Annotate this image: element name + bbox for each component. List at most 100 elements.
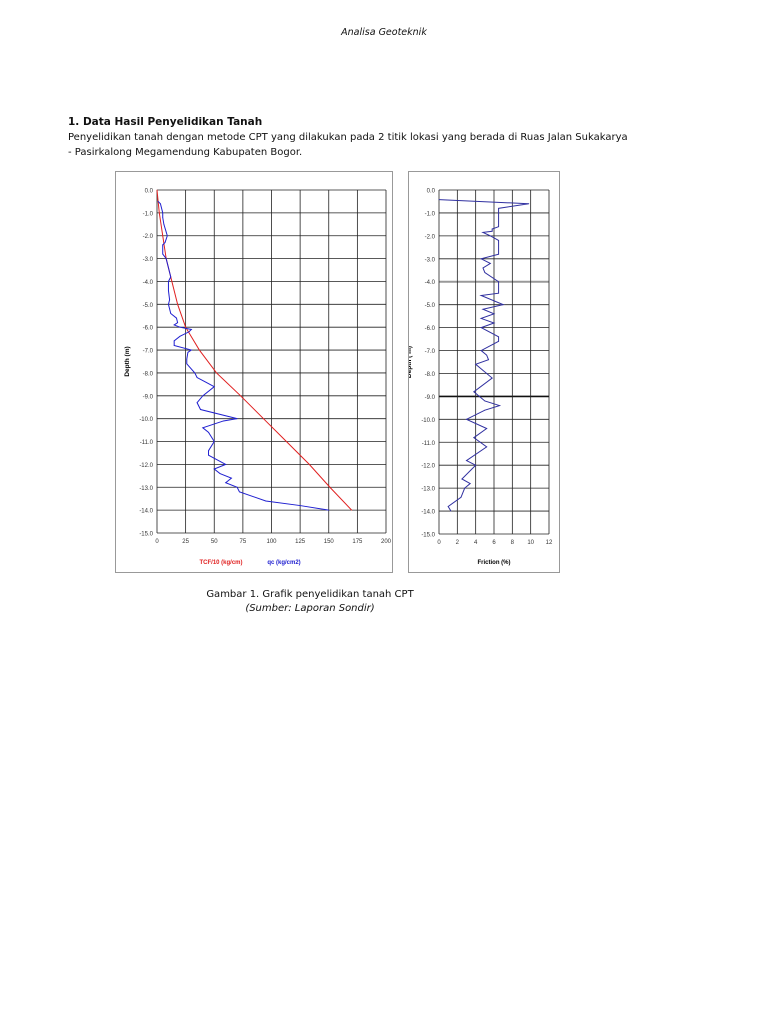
friction-chart: 0.0 -1.0 -2.0 -3.0 -4.0 -5.0 -6.0 -7.0 -8.0 -9.0 -… xyxy=(406,189,553,567)
data-point xyxy=(498,207,499,209)
data-point xyxy=(480,295,482,296)
section-paragraph: Penyelidikan tanah dengan metode CPT yan… xyxy=(68,132,628,158)
data-point xyxy=(158,212,160,214)
data-point xyxy=(162,235,164,237)
data-point xyxy=(170,313,172,314)
y-tick-label: -14.0 xyxy=(421,510,435,516)
data-point xyxy=(231,477,232,479)
data-point xyxy=(493,322,495,324)
data-point xyxy=(176,317,177,319)
data-point xyxy=(187,351,189,353)
data-point xyxy=(179,335,181,337)
legend-entry: TCF/10 (kg/cm) xyxy=(199,560,242,566)
y-tick-label: -6.0 xyxy=(425,326,436,332)
x-tick-label: 25 xyxy=(182,539,189,545)
data-point xyxy=(223,420,224,422)
data-point xyxy=(160,203,161,205)
y-tick-label: -7.0 xyxy=(143,349,154,355)
data-point xyxy=(491,377,493,379)
data-point xyxy=(173,345,175,346)
data-point xyxy=(225,464,227,465)
data-point xyxy=(480,258,482,260)
x-tick-label: 2 xyxy=(456,540,460,546)
data-point xyxy=(173,340,175,342)
x-tick-label: 175 xyxy=(352,539,363,545)
data-point xyxy=(484,400,486,402)
x-tick-label: 200 xyxy=(381,539,392,545)
data-point xyxy=(208,431,209,433)
data-point xyxy=(168,281,169,282)
data-point xyxy=(486,446,488,448)
x-tick-label: 125 xyxy=(295,539,306,545)
y-tick-label: -1.0 xyxy=(143,211,154,217)
data-point xyxy=(164,242,166,243)
y-tick-label: -13.0 xyxy=(139,486,153,492)
y-tick-label: -10.0 xyxy=(139,417,153,423)
x-tick-label: 6 xyxy=(492,540,496,546)
data-point xyxy=(213,386,215,388)
friction-chart-frame: 0.0 -1.0 -2.0 -3.0 -4.0 -5.0 -6.0 -7.0 -8.0 -9.0 -… xyxy=(406,171,560,573)
data-point xyxy=(489,235,491,237)
data-point xyxy=(480,350,482,351)
data-point xyxy=(188,331,190,333)
cpt-chart-frame: 0.0 -1.0 -2.0 -3.0 -4.0 -5.0 -6.0 -7.0 -8.0 -9.0 -… xyxy=(115,171,393,573)
x-tick-label: 100 xyxy=(266,539,277,545)
figure-caption: Gambar 1. Grafik penyelidikan tanah CPT xyxy=(206,589,414,600)
data-point xyxy=(208,454,209,456)
data-point xyxy=(450,510,452,512)
data-point xyxy=(498,240,499,241)
data-point xyxy=(486,428,488,429)
data-point xyxy=(498,292,499,294)
data-point xyxy=(491,230,493,232)
data-point xyxy=(169,299,170,301)
y-tick-label: -2.0 xyxy=(143,234,154,240)
data-point xyxy=(165,258,167,259)
data-point xyxy=(185,326,187,328)
y-tick-label: -11.0 xyxy=(140,440,154,446)
y-tick-label: -5.0 xyxy=(143,303,154,309)
data-point xyxy=(498,226,499,228)
qc-tcf-chart: 0.0 -1.0 -2.0 -3.0 -4.0 -5.0 -6.0 -7.0 -8.0 -9.0 -… xyxy=(124,189,392,567)
data-point xyxy=(196,377,198,378)
data-point xyxy=(236,418,238,420)
data-point xyxy=(263,418,264,420)
y-tick-label: -4.0 xyxy=(425,280,436,286)
data-point xyxy=(162,217,164,218)
data-point xyxy=(438,199,440,201)
data-point xyxy=(236,486,238,488)
data-point xyxy=(464,487,466,489)
y-tick-label: -7.0 xyxy=(425,349,436,355)
data-point xyxy=(329,486,331,488)
section-heading: 1. Data Hasil Penyelidikan Tanah xyxy=(68,116,263,128)
data-point xyxy=(200,409,201,410)
y-tick-label: -5.0 xyxy=(425,303,436,309)
data-point xyxy=(482,267,484,269)
data-point xyxy=(480,318,482,319)
data-point xyxy=(484,409,486,411)
data-point xyxy=(157,201,159,202)
data-point xyxy=(466,418,467,420)
y-tick-label: -2.0 xyxy=(425,234,436,240)
series-line-0 xyxy=(438,199,529,512)
data-point xyxy=(498,336,499,338)
x-tick-label: 150 xyxy=(324,539,335,545)
series-line-1 xyxy=(157,201,329,511)
data-point xyxy=(493,313,495,315)
data-point xyxy=(186,363,188,365)
data-point xyxy=(460,496,462,498)
y-tick-label: -8.0 xyxy=(143,371,154,377)
data-point xyxy=(466,460,467,462)
y-tick-label: -8.0 xyxy=(425,372,436,378)
data-point xyxy=(156,189,158,191)
data-point xyxy=(162,244,164,246)
x-axis-label: Friction (%) xyxy=(478,560,511,566)
y-tick-label: -9.0 xyxy=(143,394,154,400)
data-point xyxy=(491,228,493,230)
x-tick-label: 12 xyxy=(546,540,553,546)
y-axis-label: Depth ( m) xyxy=(409,346,413,378)
data-point xyxy=(162,253,164,255)
data-point xyxy=(351,509,353,511)
data-point xyxy=(163,223,165,225)
data-point xyxy=(168,267,169,269)
data-point xyxy=(170,276,172,278)
